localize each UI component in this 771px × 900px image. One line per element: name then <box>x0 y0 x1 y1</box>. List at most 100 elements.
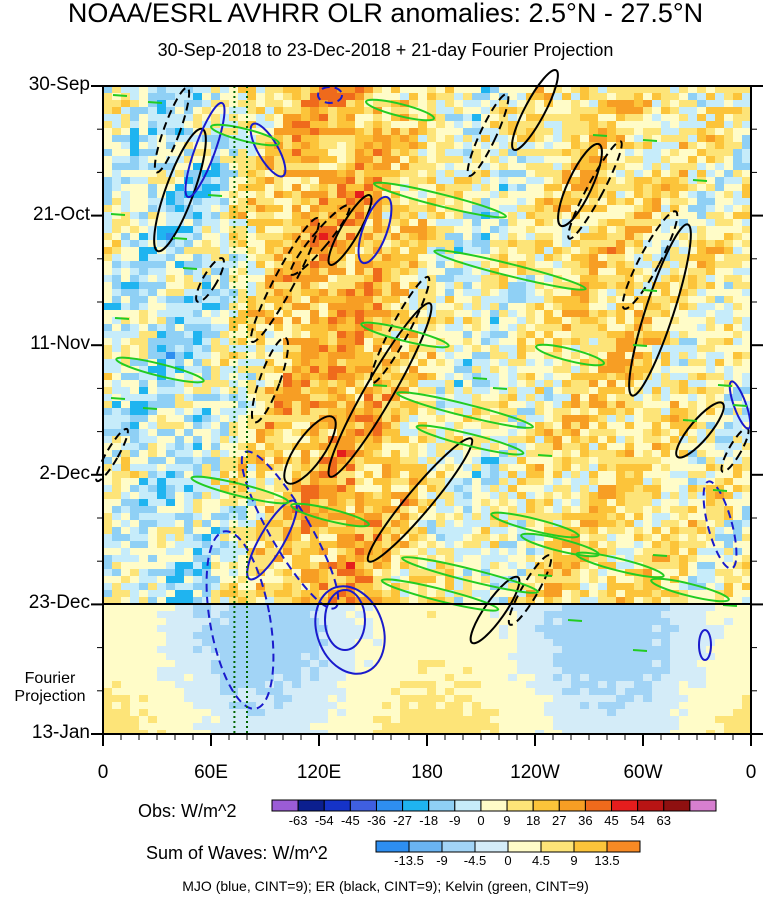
heatmap-cell <box>706 541 715 548</box>
heatmap-cell <box>229 422 238 429</box>
heatmap-cell <box>265 513 274 520</box>
heatmap-cell <box>607 142 616 149</box>
heatmap-cell <box>733 485 742 492</box>
heatmap-cell <box>724 205 733 212</box>
heatmap-cell <box>319 191 328 198</box>
heatmap-cell <box>283 373 292 380</box>
heatmap-cell <box>481 345 490 352</box>
heatmap-cell <box>346 499 355 506</box>
heatmap-cell <box>724 478 733 485</box>
heatmap-cell <box>553 401 562 408</box>
heatmap-cell <box>697 275 706 282</box>
heatmap-cell <box>328 401 337 408</box>
heatmap-cell <box>706 450 715 457</box>
heatmap-cell <box>229 226 238 233</box>
heatmap-cell <box>607 485 616 492</box>
heatmap-cell <box>193 121 202 128</box>
heatmap-cell <box>679 261 688 268</box>
heatmap-cell <box>220 492 229 499</box>
heatmap-cell <box>355 436 364 443</box>
heatmap-cell <box>535 555 544 562</box>
heatmap-cell <box>454 352 463 359</box>
heatmap-cell <box>733 555 742 562</box>
heatmap-cell <box>571 240 580 247</box>
heatmap-cell <box>283 506 292 513</box>
heatmap-cell <box>166 471 175 478</box>
heatmap-cell <box>373 422 382 429</box>
heatmap-cell <box>733 324 742 331</box>
heatmap-cell <box>274 219 283 226</box>
heatmap-cell <box>229 380 238 387</box>
heatmap-cell <box>427 156 436 163</box>
heatmap-cell <box>211 394 220 401</box>
heatmap-cell <box>310 114 319 121</box>
heatmap-cell <box>166 93 175 100</box>
heatmap-cell <box>283 93 292 100</box>
heatmap-cell <box>589 338 598 345</box>
heatmap-cell <box>589 100 598 107</box>
heatmap-cell <box>490 429 499 436</box>
heatmap-cell <box>598 324 607 331</box>
heatmap-cell <box>292 513 301 520</box>
heatmap-cell <box>310 492 319 499</box>
heatmap-cell <box>283 520 292 527</box>
heatmap-cell <box>265 254 274 261</box>
heatmap-cell <box>328 128 337 135</box>
heatmap-cell <box>580 163 589 170</box>
heatmap-cell <box>283 156 292 163</box>
heatmap-cell <box>418 443 427 450</box>
heatmap-cell <box>256 422 265 429</box>
heatmap-cell <box>238 233 247 240</box>
heatmap-cell <box>310 310 319 317</box>
heatmap-cell <box>391 226 400 233</box>
heatmap-cell <box>580 401 589 408</box>
heatmap-cell <box>157 506 166 513</box>
heatmap-cell <box>553 191 562 198</box>
heatmap-cell <box>418 240 427 247</box>
heatmap-cell <box>418 366 427 373</box>
heatmap-cell <box>319 506 328 513</box>
heatmap-cell <box>544 184 553 191</box>
heatmap-cell <box>499 345 508 352</box>
heatmap-cell <box>535 450 544 457</box>
heatmap-cell <box>355 415 364 422</box>
heatmap-cell <box>202 450 211 457</box>
heatmap-cell <box>562 415 571 422</box>
heatmap-cell <box>103 282 112 289</box>
heatmap-cell <box>274 247 283 254</box>
heatmap-cell <box>166 135 175 142</box>
heatmap-cell <box>193 331 202 338</box>
heatmap-cell <box>157 548 166 555</box>
heatmap-cell <box>445 107 454 114</box>
heatmap-cell <box>643 394 652 401</box>
heatmap-cell <box>553 352 562 359</box>
heatmap-cell <box>616 247 625 254</box>
heatmap-cell <box>670 275 679 282</box>
heatmap-cell <box>148 268 157 275</box>
heatmap-cell <box>661 471 670 478</box>
heatmap-cell <box>517 296 526 303</box>
heatmap-cell <box>670 422 679 429</box>
heatmap-cell <box>706 86 715 93</box>
heatmap-cell <box>733 142 742 149</box>
heatmap-cell <box>742 450 751 457</box>
heatmap-cell <box>265 268 274 275</box>
heatmap-cell <box>490 233 499 240</box>
heatmap-cell <box>256 429 265 436</box>
heatmap-cell <box>409 198 418 205</box>
heatmap-cell <box>472 303 481 310</box>
heatmap-cell <box>499 317 508 324</box>
heatmap-cell <box>310 457 319 464</box>
heatmap-cell <box>130 443 139 450</box>
heatmap-cell <box>382 394 391 401</box>
heatmap-cell <box>238 121 247 128</box>
heatmap-cell <box>301 219 310 226</box>
heatmap-cell <box>670 205 679 212</box>
heatmap-cell <box>265 121 274 128</box>
heatmap-cell <box>517 555 526 562</box>
heatmap-cell <box>283 394 292 401</box>
heatmap-cell <box>355 289 364 296</box>
heatmap-cell <box>445 513 454 520</box>
heatmap-cell <box>355 149 364 156</box>
heatmap-cell <box>679 415 688 422</box>
